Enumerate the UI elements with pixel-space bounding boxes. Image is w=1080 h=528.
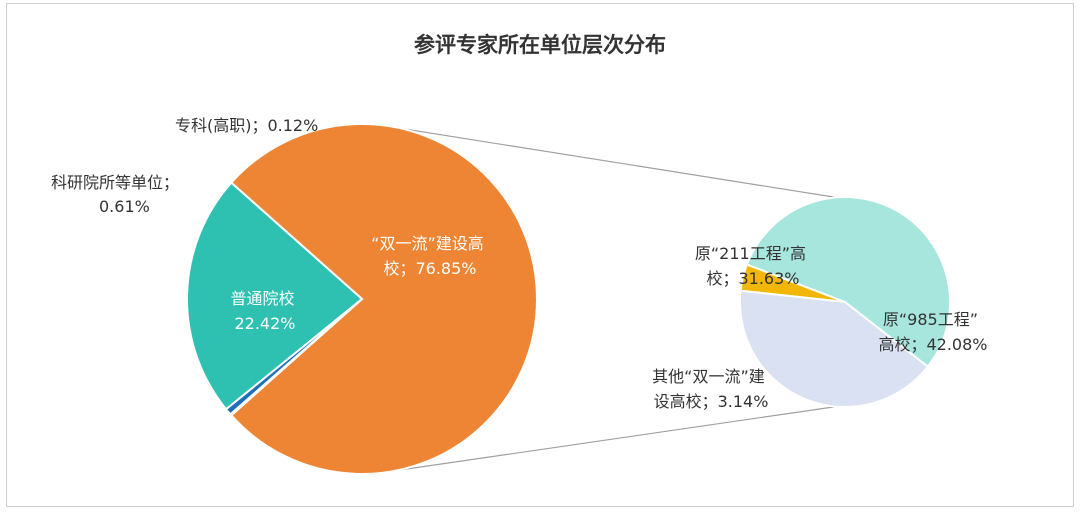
slice-label-211: 原“211工程”高 校；31.63% bbox=[695, 244, 811, 288]
sub-pie-slice-原985工程高校 bbox=[745, 196, 951, 369]
slice-label-qita: 其他“双一流”建 设高校；3.14% bbox=[652, 367, 770, 411]
chart-frame: 参评专家所在单位层次分布 “双一流”建设高 校；76.85% 普通院校 22.4… bbox=[6, 3, 1074, 507]
chart-title: 参评专家所在单位层次分布 bbox=[414, 33, 666, 57]
pie-slice-专科高职 bbox=[228, 298, 363, 417]
pie-slice-普通院校 bbox=[186, 181, 364, 411]
slice-label-putong: 普通院校 22.42% bbox=[230, 289, 299, 333]
connector-line-top bbox=[377, 124, 836, 198]
pie-slice-双一流建设高校 bbox=[229, 123, 538, 475]
sub-pie-slice-原211工程高校 bbox=[739, 289, 930, 408]
pie-of-pie-chart: 参评专家所在单位层次分布 “双一流”建设高 校；76.85% 普通院校 22.4… bbox=[51, 33, 988, 475]
slice-label-shuangyiliu: “双一流”建设高 校；76.85% bbox=[371, 234, 489, 278]
connector-line-bottom bbox=[377, 406, 836, 474]
slice-label-985: 原“985工程” 高校；42.08% bbox=[878, 310, 987, 354]
slice-label-keyan: 科研院所等单位； 0.61% bbox=[51, 173, 184, 216]
slice-label-zhuanke: 专科(高职)；0.12% bbox=[175, 116, 318, 135]
